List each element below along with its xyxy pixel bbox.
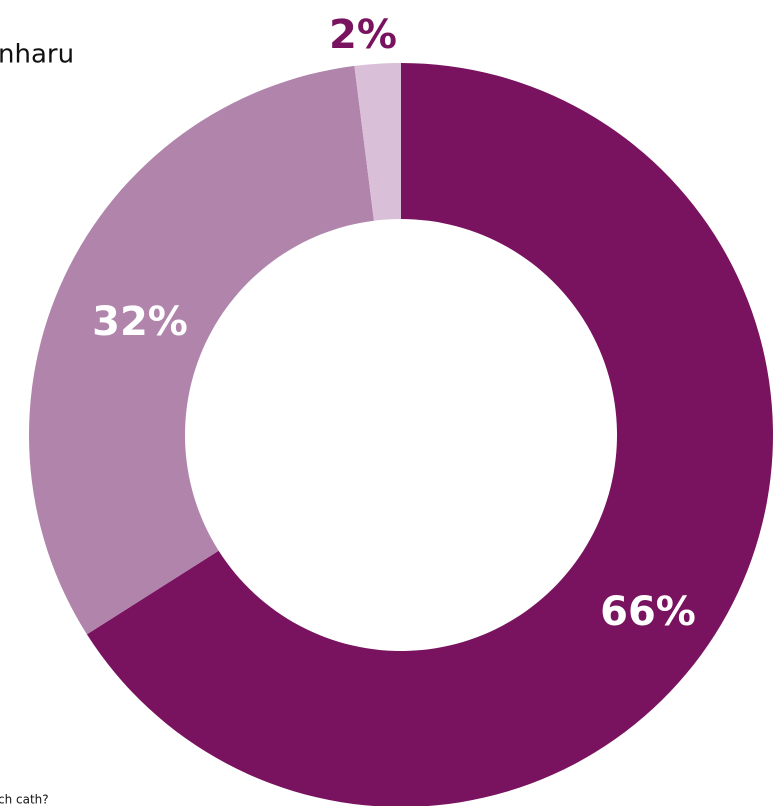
value-label: 2% bbox=[329, 12, 397, 58]
donut-slice bbox=[28, 65, 374, 635]
donut-slice bbox=[86, 63, 773, 806]
value-label: 66% bbox=[600, 589, 696, 635]
chart-title: nharu bbox=[0, 40, 74, 70]
chart-note: ch cath? bbox=[0, 793, 49, 806]
donut-slice bbox=[354, 63, 401, 221]
value-label: 32% bbox=[92, 299, 188, 345]
